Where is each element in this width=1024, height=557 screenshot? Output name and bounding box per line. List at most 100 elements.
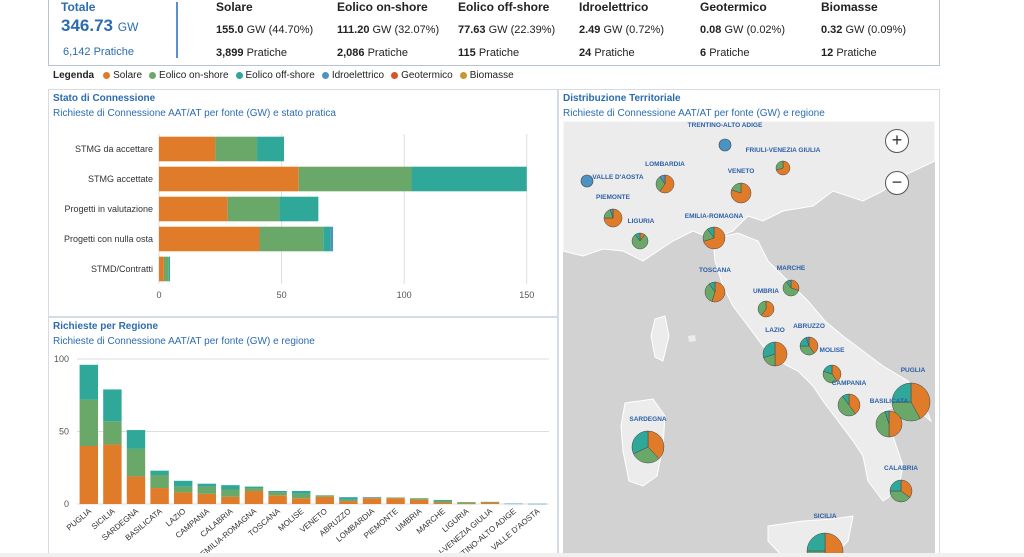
bar-segment[interactable] xyxy=(409,498,429,500)
bar-segment[interactable] xyxy=(268,490,287,493)
pie-slice[interactable] xyxy=(808,336,819,354)
bar-segment[interactable] xyxy=(339,501,358,504)
bar-segment[interactable] xyxy=(173,492,193,504)
bar-segment[interactable] xyxy=(244,486,264,489)
bar-segment[interactable] xyxy=(159,196,228,222)
bar-segment[interactable] xyxy=(221,485,240,490)
bar-segment[interactable] xyxy=(386,497,405,499)
bar-segment[interactable] xyxy=(159,136,216,162)
bar-segment[interactable] xyxy=(268,492,287,496)
bar-segment[interactable] xyxy=(339,497,358,500)
pie-slice[interactable] xyxy=(910,382,931,419)
bar-segment[interactable] xyxy=(362,497,382,498)
bar-segment[interactable] xyxy=(411,166,527,192)
pie-slice[interactable] xyxy=(580,174,594,188)
bar-segment[interactable] xyxy=(259,226,324,252)
pie-slice[interactable] xyxy=(659,174,675,194)
pie-slice[interactable] xyxy=(785,279,792,289)
bar-segment[interactable] xyxy=(159,226,260,252)
pie-slice[interactable] xyxy=(831,364,842,382)
bar-segment[interactable] xyxy=(298,166,412,192)
bar-segment[interactable] xyxy=(433,500,453,503)
bar-segment[interactable] xyxy=(221,496,240,504)
pie-slice[interactable] xyxy=(774,341,788,367)
bar-segment[interactable] xyxy=(244,490,264,504)
bar-segment[interactable] xyxy=(457,503,476,505)
pie-slice[interactable] xyxy=(900,479,913,498)
legend-item-solare[interactable]: Solare xyxy=(103,70,142,81)
pie-slice[interactable] xyxy=(837,395,856,417)
pie-slice[interactable] xyxy=(824,532,844,557)
legend-item-geotermico[interactable]: Geotermico xyxy=(391,70,453,81)
bar-segment[interactable] xyxy=(291,493,311,499)
pie-slice[interactable] xyxy=(889,490,911,503)
bar-segment[interactable] xyxy=(168,256,171,282)
pie-slice[interactable] xyxy=(762,341,776,359)
bar-segment[interactable] xyxy=(150,475,169,489)
bar-segment[interactable] xyxy=(457,502,476,504)
pie-slice[interactable] xyxy=(730,182,752,204)
bar-segment[interactable] xyxy=(150,488,169,504)
bar-segment[interactable] xyxy=(159,166,299,192)
bar-segment[interactable] xyxy=(173,480,193,487)
bar-segment[interactable] xyxy=(150,470,169,475)
bar-segment[interactable] xyxy=(126,448,146,477)
bar-segment[interactable] xyxy=(159,256,164,282)
bar-segment[interactable] xyxy=(527,503,547,505)
bar-segment[interactable] xyxy=(197,483,217,487)
pie-slice[interactable] xyxy=(731,182,742,194)
pie-slice[interactable] xyxy=(848,393,861,415)
bar-segment[interactable] xyxy=(103,389,122,422)
bar-segment[interactable] xyxy=(315,496,335,504)
pie-slice[interactable] xyxy=(842,393,850,406)
zoom-in-button[interactable]: + xyxy=(885,129,909,153)
italy-map[interactable]: TRENTINO-ALTO ADIGE FRIULI-VENEZIA GIULIA… xyxy=(563,121,935,557)
pie-slice[interactable] xyxy=(708,281,716,293)
pie-slice[interactable] xyxy=(631,234,649,250)
bar-segment[interactable] xyxy=(257,136,285,162)
legend-item-idroelettrico[interactable]: Idroelettrico xyxy=(321,70,384,81)
bar-segment[interactable] xyxy=(362,498,382,504)
bar-segment[interactable] xyxy=(197,486,217,494)
pie-slice[interactable] xyxy=(806,532,826,552)
bar-segment[interactable] xyxy=(291,490,311,494)
bar-segment[interactable] xyxy=(244,488,264,491)
pie-slice[interactable] xyxy=(775,160,784,171)
bottom-scrollbar[interactable] xyxy=(0,553,1024,557)
bar-segment[interactable] xyxy=(433,499,453,501)
bar-segment[interactable] xyxy=(339,499,358,502)
pie-slice[interactable] xyxy=(603,208,623,228)
pie-slice[interactable] xyxy=(631,430,649,455)
bar-segment[interactable] xyxy=(126,430,146,449)
bar-segment[interactable] xyxy=(480,502,500,504)
bar-segment[interactable] xyxy=(197,493,217,504)
legend-item-eolico-onshore[interactable]: Eolico on-shore xyxy=(149,70,229,81)
bar-segment[interactable] xyxy=(362,497,382,499)
pie-slice[interactable] xyxy=(805,336,810,347)
pie-slice[interactable] xyxy=(718,138,732,152)
pie-slice[interactable] xyxy=(782,281,799,297)
bar-segment[interactable] xyxy=(409,499,429,504)
pie-slice[interactable] xyxy=(647,430,665,460)
zoom-out-button[interactable]: − xyxy=(885,171,909,195)
bar-segment[interactable] xyxy=(315,495,335,497)
bar-segment[interactable] xyxy=(433,502,453,504)
bar-segment[interactable] xyxy=(173,486,193,493)
bar-segment[interactable] xyxy=(330,226,334,252)
pie-slice[interactable] xyxy=(634,232,641,242)
pie-slice[interactable] xyxy=(707,226,715,239)
legend-item-biomasse[interactable]: Biomasse xyxy=(459,70,514,81)
pie-slice[interactable] xyxy=(659,174,666,185)
legend-item-eolico-offshore[interactable]: Eolico off-shore xyxy=(235,70,315,81)
bar-segment[interactable] xyxy=(291,498,311,504)
pie-slice[interactable] xyxy=(884,410,890,425)
pie-slice[interactable] xyxy=(823,364,833,375)
bar-segment[interactable] xyxy=(504,503,523,505)
bar-segment[interactable] xyxy=(323,226,331,252)
bar-segment[interactable] xyxy=(480,501,500,503)
bar-segment[interactable] xyxy=(215,136,258,162)
bar-segment[interactable] xyxy=(163,256,169,282)
bar-segment[interactable] xyxy=(103,444,122,504)
pie-slice[interactable] xyxy=(822,370,838,384)
bar-segment[interactable] xyxy=(279,196,319,222)
